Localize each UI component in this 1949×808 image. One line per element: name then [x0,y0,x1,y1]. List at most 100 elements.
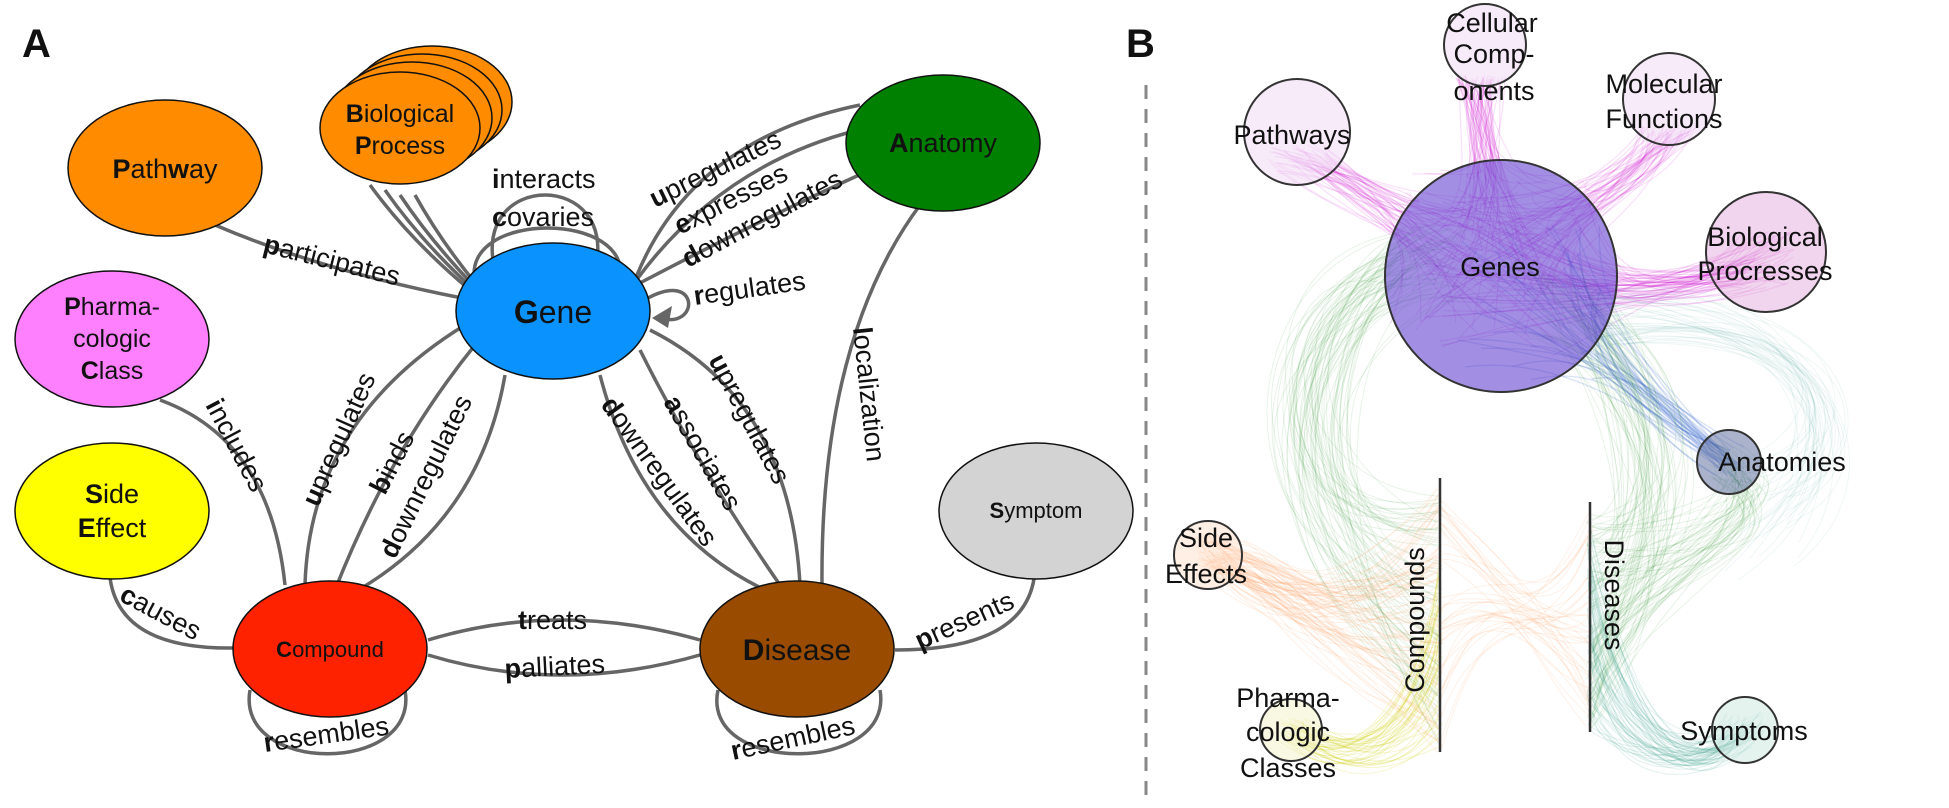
hive-edge-compounds-genes [1286,276,1438,714]
hive-edge-genes-genes [1582,326,1826,531]
hive-edge-compounds-genes [1306,225,1439,598]
edge-covaries-loop [472,226,623,283]
hive-edge-diseases-genes [1587,319,1640,663]
hive-edge-diseases-symptoms [1588,708,1732,766]
hive-edge-genes-genes [1591,292,1811,572]
edge-binds [333,343,477,591]
hive-edge-compounds-side-effects [1219,495,1438,584]
hive-edge-compounds-side-effects [1212,508,1441,606]
hive-edge-diseases-symptoms [1589,612,1735,763]
regulates-arrowhead [652,306,672,328]
anatomies-circle [1696,429,1762,495]
biological-process-node [319,71,481,185]
hive-edge-diseases-genes [1575,334,1619,543]
hive-edge-compounds-diseases [1441,614,1590,690]
hive-edge-compounds-side-effects [1222,508,1439,575]
label-includes: includes [200,394,274,497]
cellular-components-circle [1443,3,1527,87]
hive-edge-compounds-genes [1329,293,1442,638]
pathways-circle [1243,78,1351,186]
hive-edge-compounds-side-effects [1220,571,1439,684]
label-palliates: palliates [504,649,606,684]
hive-edge-genes-genes [1610,301,1833,497]
hive-edge-genes-genes [1591,330,1804,464]
genes-label: Genes [1460,252,1540,282]
hive-edge-compounds-diseases [1439,620,1588,644]
hive-edge-anatomy-diseases [1586,469,1728,706]
hive-edge-compounds-genes [1299,235,1442,668]
hive-edge-compounds-genes [1310,265,1452,683]
hive-edge-compounds-genes [1292,235,1457,523]
hive-edge-diseases-genes [1588,279,1663,583]
hive-edge-compounds-diseases [1442,531,1593,595]
hive-edge-compounds-side-effects [1219,533,1442,619]
hive-edge-compounds-genes [1327,228,1439,524]
hive-edge-compounds-genes [1271,250,1442,618]
anatomy-label: Anatomy [889,128,998,158]
hive-edge-compounds-diseases [1439,521,1589,621]
panel-b-node-circles [1173,3,1827,764]
edge-disease-resembles-loop [715,689,883,756]
pharmacologic-classes-label-line2: cologic [1246,717,1330,747]
pharmacologic-class-node [14,270,210,408]
pharmacologic-class-label-line1: Pharma- [64,293,160,321]
hive-edge-compounds-genes [1288,254,1442,503]
hive-edge-compounds-diseases [1440,589,1589,669]
hive-edge-anatomy-diseases [1592,474,1755,690]
hive-edge-genes-genes [1582,342,1817,499]
hive-edge-compounds-genes [1300,227,1450,519]
hive-edge-compounds-side-effects [1207,569,1444,637]
hive-edge-genes-genes [1588,327,1816,475]
hive-edge-genes-genes [1604,321,1836,517]
gene-node [455,242,651,380]
hive-edge-diseases-genes [1540,329,1647,670]
edge-regulates-loop [647,288,691,322]
hive-edge-compounds-genes [1285,231,1439,680]
hive-edge-genes-genes [1603,325,1832,547]
genes-circle [1384,159,1618,393]
panel-a-edges [108,103,1037,756]
hive-edge-diseases-genes [1572,307,1665,673]
hive-edge-compounds-genes [1314,245,1459,748]
hive-edge-genes-genes [1585,307,1811,502]
hive-edge-diseases-genes [1582,285,1651,547]
hive-edge-compounds-genes [1346,246,1442,523]
hive-edge-genes-genes [1611,298,1815,522]
hive-edge-genes-genes [1618,313,1818,581]
compound-node [232,580,428,718]
hive-edge-diseases-genes [1589,291,1629,576]
hive-edge-compounds-genes [1291,280,1442,591]
hive-edge-compounds-genes [1293,285,1439,696]
hive-edge-genes-genes [1600,309,1836,527]
hive-edge-compounds-genes [1314,249,1442,640]
hive-edge-compounds-diseases [1440,612,1593,700]
hive-edge-diseases-genes [1569,310,1659,682]
cellular-components-label-line2: Comp- [1453,39,1534,69]
pharmacologic-class-label-line3: Class [81,357,144,385]
hive-edge-compounds-diseases [1439,632,1592,753]
hive-edge-genes-genes [1604,305,1823,498]
hive-edge-compounds-genes [1276,240,1453,603]
hive-edge-diseases-genes [1559,331,1653,718]
hive-edge-compounds-side-effects [1221,556,1438,697]
hive-edge-diseases-symptoms [1591,559,1736,771]
edge-presents [894,569,1037,652]
edge-participates-bp-1 [368,183,472,292]
hive-edge-genes-genes [1588,294,1823,543]
hive-edge-compounds-genes [1346,269,1439,531]
hive-edge-compounds-diseases [1440,506,1593,595]
label-participates: participates [261,229,404,292]
hive-edge-compounds-side-effects [1220,569,1441,609]
molecular-functions-label-line2: Functions [1605,104,1722,134]
hive-edge-compounds-diseases [1439,630,1591,714]
hive-edge-genes-genes [1591,322,1815,483]
hive-edge-compounds-genes [1334,268,1438,632]
hive-edge-genes-anatomies [1591,377,1716,449]
hive-edge-diseases-genes [1542,335,1671,540]
label-compound-upregulates: upregulates [296,368,381,510]
hive-edge-genes-genes [1614,338,1814,557]
side-effect-node [14,442,210,580]
pathway-node [67,99,263,237]
hive-edge-compounds-genes [1292,292,1456,510]
